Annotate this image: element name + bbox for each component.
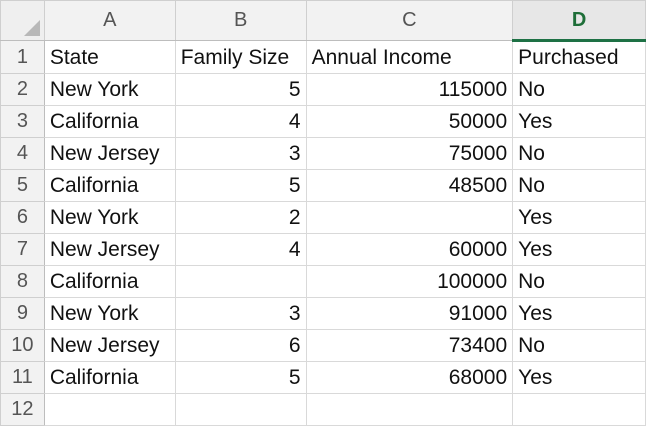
cell-a7[interactable]: New Jersey bbox=[43, 233, 176, 266]
cell-a2[interactable]: New York bbox=[43, 73, 176, 106]
row-header[interactable]: 5 bbox=[0, 169, 45, 202]
cell-c8[interactable]: 100000 bbox=[305, 265, 514, 298]
cell-c3[interactable]: 50000 bbox=[305, 105, 514, 138]
cell-c6[interactable] bbox=[305, 201, 514, 234]
cell-b12[interactable] bbox=[174, 393, 307, 426]
cell-d1[interactable]: Purchased bbox=[512, 40, 646, 74]
cell-a1[interactable]: State bbox=[43, 40, 176, 74]
table-row: 9 New York 3 91000 Yes bbox=[0, 297, 646, 330]
row-header[interactable]: 12 bbox=[0, 393, 45, 426]
cell-b3[interactable]: 4 bbox=[174, 105, 307, 138]
cell-b4[interactable]: 3 bbox=[174, 137, 307, 170]
cell-d9[interactable]: Yes bbox=[512, 297, 646, 330]
row-header[interactable]: 10 bbox=[0, 329, 45, 362]
cell-d4[interactable]: No bbox=[512, 137, 646, 170]
cell-c11[interactable]: 68000 bbox=[305, 361, 514, 394]
row-header[interactable]: 3 bbox=[0, 105, 45, 138]
cell-c4[interactable]: 75000 bbox=[305, 137, 514, 170]
table-row: 10 New Jersey 6 73400 No bbox=[0, 329, 646, 362]
row-header[interactable]: 9 bbox=[0, 297, 45, 330]
table-row: 8 California 100000 No bbox=[0, 265, 646, 298]
column-header-d[interactable]: D bbox=[512, 0, 646, 42]
table-row: 12 bbox=[0, 393, 646, 426]
cell-c10[interactable]: 73400 bbox=[305, 329, 514, 362]
column-header-c[interactable]: C bbox=[305, 0, 514, 41]
cell-a4[interactable]: New Jersey bbox=[43, 137, 176, 170]
row-header[interactable]: 6 bbox=[0, 201, 45, 234]
cell-b2[interactable]: 5 bbox=[174, 73, 307, 106]
cell-b9[interactable]: 3 bbox=[174, 297, 307, 330]
cell-c1[interactable]: Annual Income bbox=[305, 40, 514, 74]
select-all-triangle-icon bbox=[23, 20, 40, 36]
cell-c5[interactable]: 48500 bbox=[305, 169, 514, 202]
cell-c2[interactable]: 115000 bbox=[305, 73, 514, 106]
cell-c9[interactable]: 91000 bbox=[305, 297, 514, 330]
table-row: 6 New York 2 Yes bbox=[0, 201, 646, 234]
cell-a8[interactable]: California bbox=[43, 265, 176, 298]
cell-b6[interactable]: 2 bbox=[174, 201, 307, 234]
row-header[interactable]: 11 bbox=[0, 361, 45, 394]
cell-b8[interactable] bbox=[174, 265, 307, 298]
row-header[interactable]: 1 bbox=[0, 40, 45, 74]
table-row: 4 New Jersey 3 75000 No bbox=[0, 137, 646, 170]
cell-a5[interactable]: California bbox=[43, 169, 176, 202]
table-row: 1 State Family Size Annual Income Purchased bbox=[0, 40, 646, 74]
cell-b7[interactable]: 4 bbox=[174, 233, 307, 266]
cell-d5[interactable]: No bbox=[512, 169, 646, 202]
cell-d12[interactable] bbox=[512, 393, 646, 426]
cell-a11[interactable]: California bbox=[43, 361, 176, 394]
table-row: 3 California 4 50000 Yes bbox=[0, 105, 646, 138]
table-row: 11 California 5 68000 Yes bbox=[0, 361, 646, 394]
column-header-b[interactable]: B bbox=[174, 0, 307, 41]
table-row: 2 New York 5 115000 No bbox=[0, 73, 646, 106]
cell-b10[interactable]: 6 bbox=[174, 329, 307, 362]
cell-a9[interactable]: New York bbox=[43, 297, 176, 330]
cell-a12[interactable] bbox=[43, 393, 176, 426]
cell-d3[interactable]: Yes bbox=[512, 105, 646, 138]
column-header-row: A B C D bbox=[0, 0, 646, 42]
row-header[interactable]: 8 bbox=[0, 265, 45, 298]
cell-a6[interactable]: New York bbox=[43, 201, 176, 234]
cell-b11[interactable]: 5 bbox=[174, 361, 307, 394]
row-header[interactable]: 4 bbox=[0, 137, 45, 170]
cell-d10[interactable]: No bbox=[512, 329, 646, 362]
cell-d8[interactable]: No bbox=[512, 265, 646, 298]
cell-c7[interactable]: 60000 bbox=[305, 233, 514, 266]
cell-d6[interactable]: Yes bbox=[512, 201, 646, 234]
cell-c12[interactable] bbox=[305, 393, 514, 426]
cell-d2[interactable]: No bbox=[512, 73, 646, 106]
cell-d11[interactable]: Yes bbox=[512, 361, 646, 394]
cell-b1[interactable]: Family Size bbox=[174, 40, 307, 74]
table-row: 7 New Jersey 4 60000 Yes bbox=[0, 233, 646, 266]
select-all-corner[interactable] bbox=[0, 0, 45, 41]
row-header[interactable]: 7 bbox=[0, 233, 45, 266]
cell-a10[interactable]: New Jersey bbox=[43, 329, 176, 362]
row-header[interactable]: 2 bbox=[0, 73, 45, 106]
cell-b5[interactable]: 5 bbox=[174, 169, 307, 202]
column-header-a[interactable]: A bbox=[43, 0, 176, 41]
cell-a3[interactable]: California bbox=[43, 105, 176, 138]
cell-d7[interactable]: Yes bbox=[512, 233, 646, 266]
table-row: 5 California 5 48500 No bbox=[0, 169, 646, 202]
